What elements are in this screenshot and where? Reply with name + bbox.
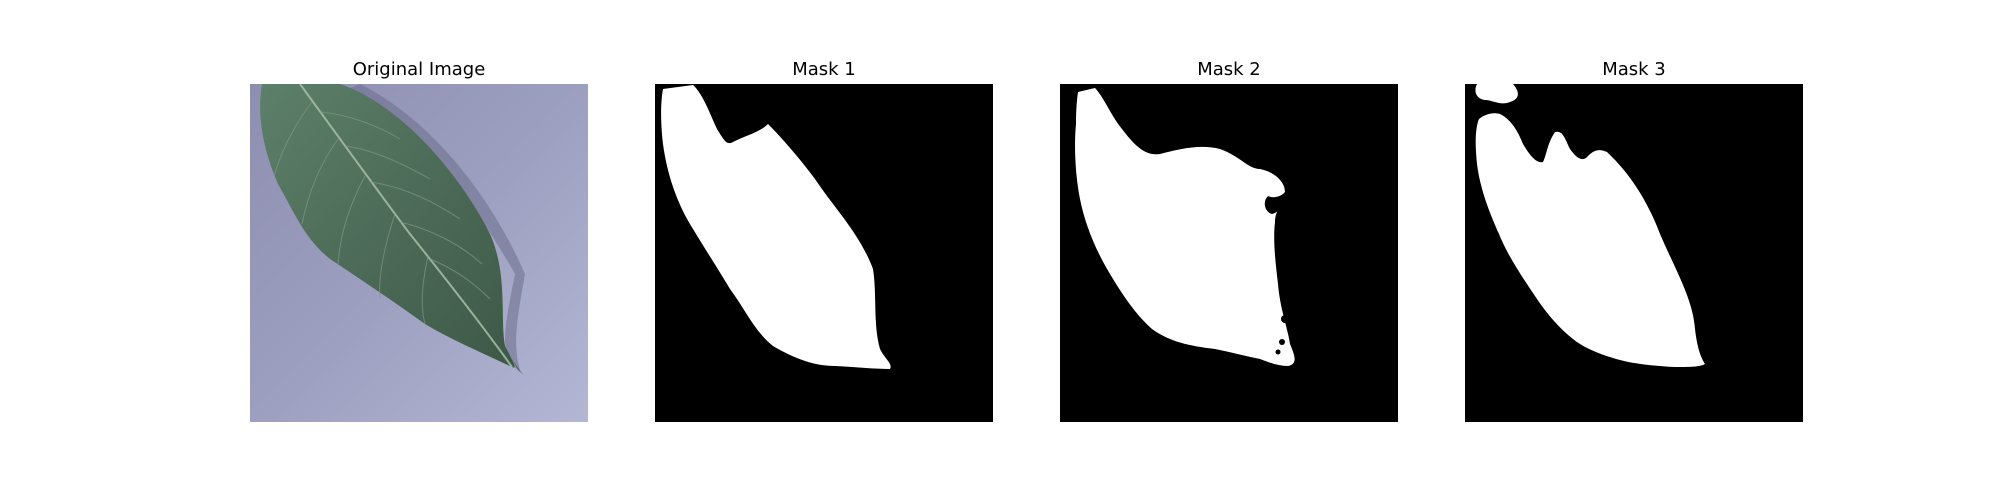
panel-title: Original Image: [352, 59, 486, 80]
panel-mask-3: Mask 3: [1465, 58, 1803, 422]
original-leaf-photo: [250, 84, 588, 422]
mask-1-image: [655, 84, 993, 422]
panel-title: Mask 3: [1602, 59, 1666, 80]
panel-original-image: Original Image: [250, 58, 588, 422]
panel-mask-2: Mask 2: [1060, 58, 1398, 422]
mask-3-image: [1465, 84, 1803, 422]
panel-title: Mask 1: [792, 59, 856, 80]
panel-title: Mask 2: [1197, 59, 1261, 80]
mask-2-image: [1060, 84, 1398, 422]
panel-mask-1: Mask 1: [655, 58, 993, 422]
